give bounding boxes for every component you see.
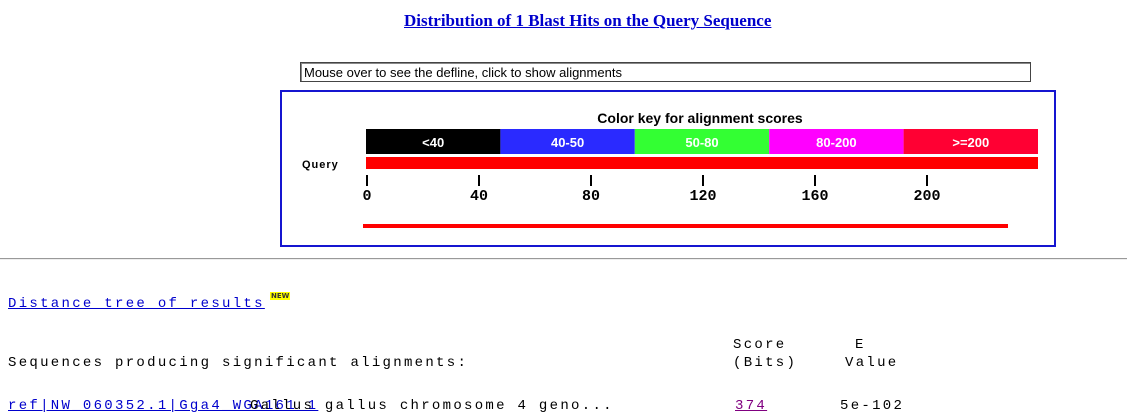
- key-segment: [769, 129, 904, 154]
- ruler-label: 160: [801, 188, 828, 205]
- new-badge: NEW: [270, 292, 291, 300]
- ruler-label: 40: [470, 188, 488, 205]
- key-label: 40-50: [551, 135, 584, 150]
- key-segment: [500, 129, 635, 154]
- ruler-label: 0: [362, 188, 371, 205]
- key-label: 50-80: [685, 135, 718, 150]
- query-label: Query: [302, 159, 339, 171]
- defline-box: Mouse over to see the defline, click to …: [300, 62, 1031, 82]
- key-label: >=200: [952, 135, 989, 150]
- hit-bar: [363, 224, 1008, 228]
- score-header: (Bits): [733, 355, 798, 371]
- distance-tree-link[interactable]: Distance tree of results: [8, 296, 265, 312]
- divider: [0, 258, 1127, 260]
- color-key-box: [280, 90, 1056, 247]
- color-key-title: Color key for alignment scores: [597, 110, 803, 126]
- key-label: 80-200: [816, 135, 856, 150]
- e-header: E: [855, 337, 866, 353]
- color-key: Color key for alignment scores <40 40-50 50…: [302, 110, 1038, 228]
- key-segment: [903, 129, 1038, 154]
- hit-id-link[interactable]: ref|NW_060352.1|Gga4_WGA161_1: [8, 398, 319, 414]
- ruler-label: 120: [689, 188, 716, 205]
- ruler-label: 80: [582, 188, 600, 205]
- key-segment: [366, 129, 501, 154]
- key-segment: [634, 129, 770, 154]
- key-label: <40: [422, 135, 444, 150]
- score-link[interactable]: 374: [735, 398, 768, 414]
- evalue: 5e-102: [840, 398, 905, 414]
- hit-description: Gallus gallus chromosome 4 geno...: [250, 398, 614, 414]
- title-link[interactable]: Distribution of 1 Blast Hits on the Quer…: [404, 11, 772, 30]
- score-header: Score: [733, 337, 787, 353]
- query-bar: [366, 157, 1038, 169]
- e-header: Value: [845, 355, 899, 371]
- ruler-label: 200: [913, 188, 940, 205]
- table-heading: Sequences producing significant alignmen…: [8, 355, 469, 371]
